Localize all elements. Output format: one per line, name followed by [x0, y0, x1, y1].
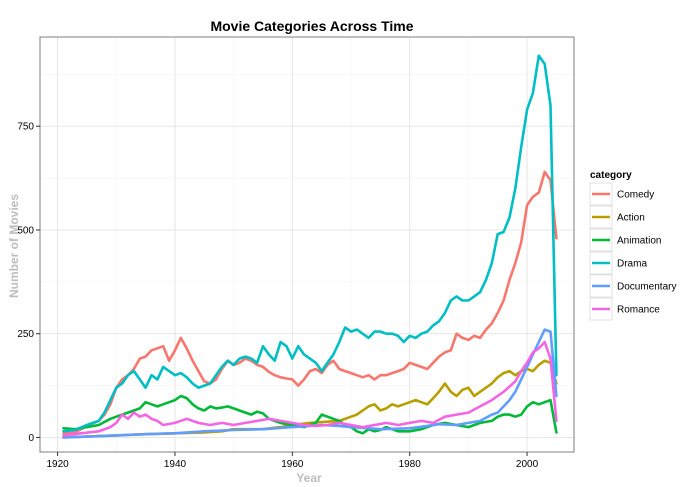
- legend-item-romance: Romance: [589, 297, 660, 321]
- legend-label: Romance: [617, 305, 660, 316]
- plot-panel: [39, 36, 575, 453]
- x-tick-label: 1920: [46, 459, 69, 470]
- x-tick-label: 1940: [164, 459, 187, 470]
- major-gridlines: [40, 37, 574, 452]
- x-axis-title: Year: [296, 471, 322, 485]
- y-axis-title: Number of Movies: [7, 194, 21, 298]
- legend-title: category: [590, 170, 632, 181]
- x-tick-label: 2000: [516, 459, 539, 470]
- legend: category Comedy Action Animation Drama Docum…: [589, 170, 676, 321]
- chart-title: Movie Categories Across Time: [210, 18, 413, 34]
- y-tick-label: 0: [28, 433, 34, 444]
- legend-label: Drama: [617, 259, 647, 270]
- legend-item-action: Action: [589, 205, 645, 229]
- legend-label: Documentary: [617, 282, 676, 293]
- series-lines: [62, 54, 558, 439]
- legend-item-comedy: Comedy: [589, 182, 654, 206]
- y-tick-label: 750: [17, 122, 34, 133]
- series-line-romance: [62, 340, 558, 437]
- x-tick-label: 1960: [281, 459, 304, 470]
- y-tick-label: 250: [17, 329, 34, 340]
- legend-item-drama: Drama: [589, 251, 647, 275]
- legend-label: Comedy: [617, 190, 654, 201]
- legend-label: Animation: [617, 236, 661, 247]
- y-axis: 0 250 500 750: [17, 122, 40, 444]
- series-line-documentary: [62, 328, 558, 439]
- x-axis: 1920 1940 1960 1980 2000: [46, 452, 539, 470]
- x-tick-label: 1980: [399, 459, 422, 470]
- legend-label: Action: [617, 213, 645, 224]
- y-tick-label: 500: [17, 225, 34, 236]
- legend-items: Comedy Action Animation Drama Documentary Rom…: [589, 182, 676, 321]
- legend-item-animation: Animation: [589, 228, 661, 252]
- plot-panel-border: [39, 36, 575, 453]
- series-line-drama: [62, 54, 558, 433]
- plot-panel-background: [40, 37, 574, 452]
- legend-item-documentary: Documentary: [589, 274, 676, 298]
- series-line-comedy: [62, 170, 558, 435]
